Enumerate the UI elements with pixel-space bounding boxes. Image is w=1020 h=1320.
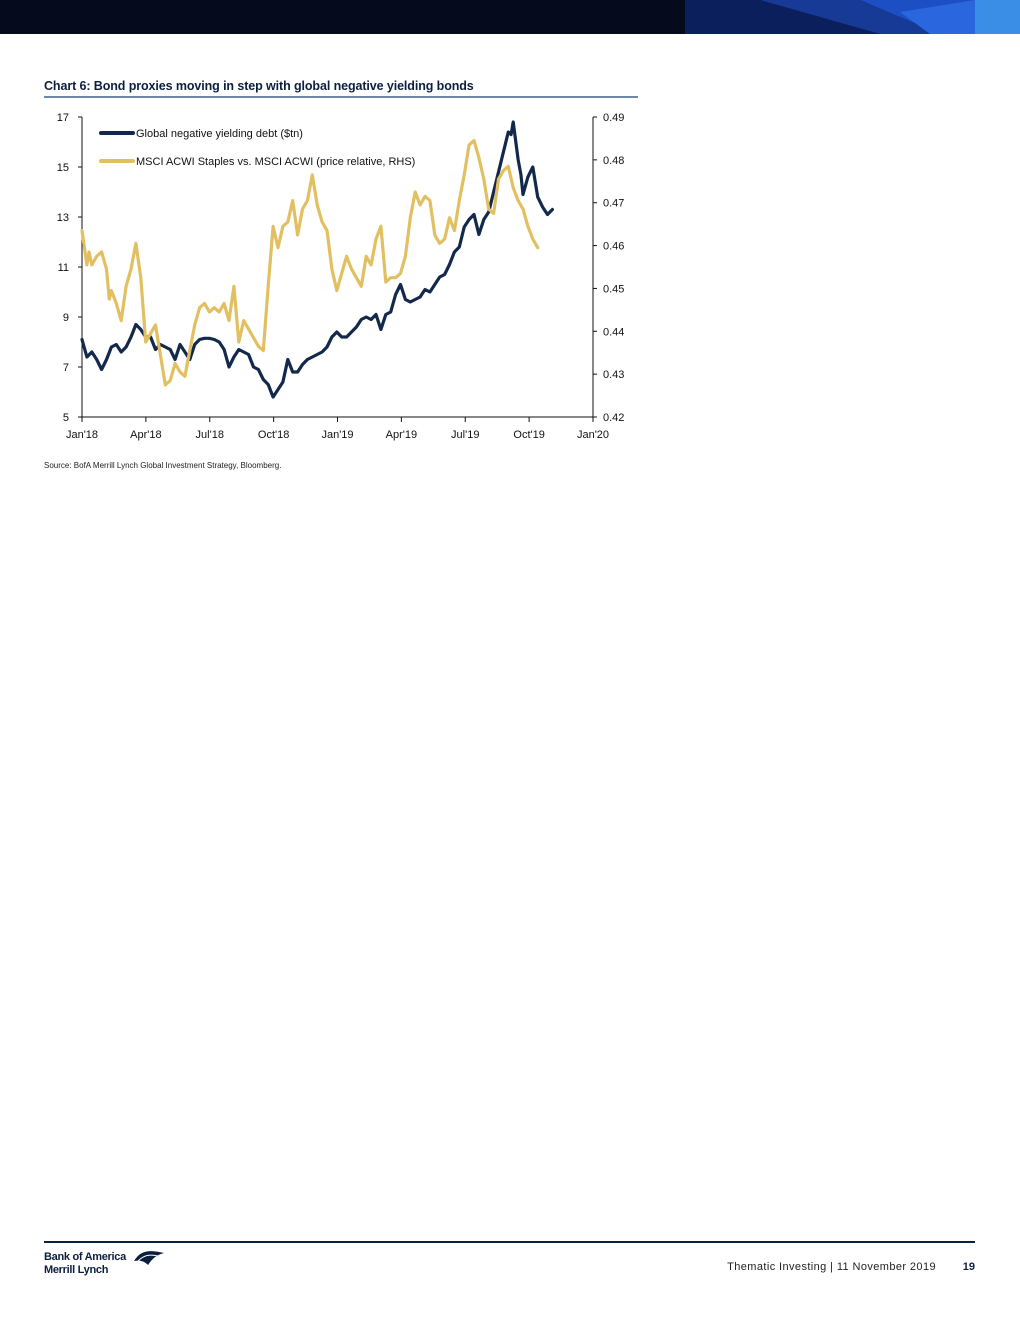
left-tick-label: 5 [63,412,69,424]
right-tick-label: 0.47 [603,198,624,210]
header-band [0,0,1020,34]
footer-report-info: Thematic Investing | 11 November 2019 [727,1261,936,1273]
left-tick-label: 15 [57,162,69,174]
x-tick-label: Oct'19 [513,429,544,441]
series-line-negative-yielding-debt [80,120,554,399]
brand-line-1: Bank of America [44,1251,126,1263]
x-tick-label: Apr'18 [130,429,161,441]
left-tick-label: 13 [57,212,69,224]
x-tick-label: Jul'18 [196,429,224,441]
page-number: 19 [962,1261,975,1273]
chart-title: Chart 6: Bond proxies moving in step wit… [44,79,474,93]
right-tick-label: 0.49 [603,112,624,124]
series-line-staples-relative [80,139,540,387]
x-tick-label: Apr'19 [386,429,417,441]
source-note: Source: BofA Merrill Lynch Global Invest… [44,461,282,470]
legend-label: Global negative yielding debt ($tn) [136,128,303,140]
right-tick-label: 0.46 [603,241,624,253]
flag-icon [134,1251,164,1265]
right-tick-label: 0.43 [603,369,624,381]
x-tick-label: Jan'20 [577,429,609,441]
left-tick-label: 17 [57,112,69,124]
right-tick-label: 0.48 [603,155,624,167]
right-tick-label: 0.44 [603,326,624,338]
legend-label: MSCI ACWI Staples vs. MSCI ACWI (price r… [136,156,415,168]
left-tick-label: 7 [63,362,69,374]
header-graphic [685,0,1020,34]
left-tick-label: 11 [58,262,69,274]
brand-line-2: Merrill Lynch [44,1264,109,1276]
x-tick-label: Jul'19 [451,429,479,441]
x-tick-label: Oct'18 [258,429,289,441]
right-tick-label: 0.42 [603,412,624,424]
brand-logo: Bank of America Merrill Lynch [44,1251,126,1277]
title-divider [44,96,638,98]
right-tick-label: 0.45 [603,283,624,295]
chart: 5 7 9 11 13 15 17 0.42 0.43 0.44 0.45 0.46 0.47 0.48 0… [57,112,625,441]
footer-divider [44,1241,975,1243]
left-tick-label: 9 [63,312,69,324]
x-tick-label: Jan'18 [66,429,98,441]
x-tick-label: Jan'19 [321,429,353,441]
